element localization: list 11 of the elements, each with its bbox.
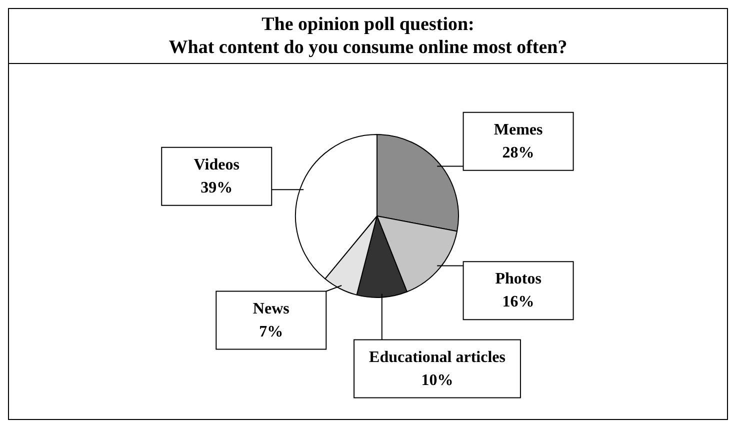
data-label: 16% [502, 294, 534, 311]
slice-label: Educational articles [369, 348, 506, 366]
data-label: 39% [200, 180, 233, 197]
data-label: 7% [259, 323, 284, 340]
slice-label: News [252, 300, 290, 318]
slice-label: Memes [494, 122, 543, 139]
data-label: 28% [502, 144, 534, 162]
slice-label: Photos [495, 270, 542, 288]
slice-label: Videos [194, 156, 240, 174]
chart-title: The opinion poll question: What content do you consume online most often? [168, 13, 568, 59]
data-label: 10% [421, 372, 454, 389]
